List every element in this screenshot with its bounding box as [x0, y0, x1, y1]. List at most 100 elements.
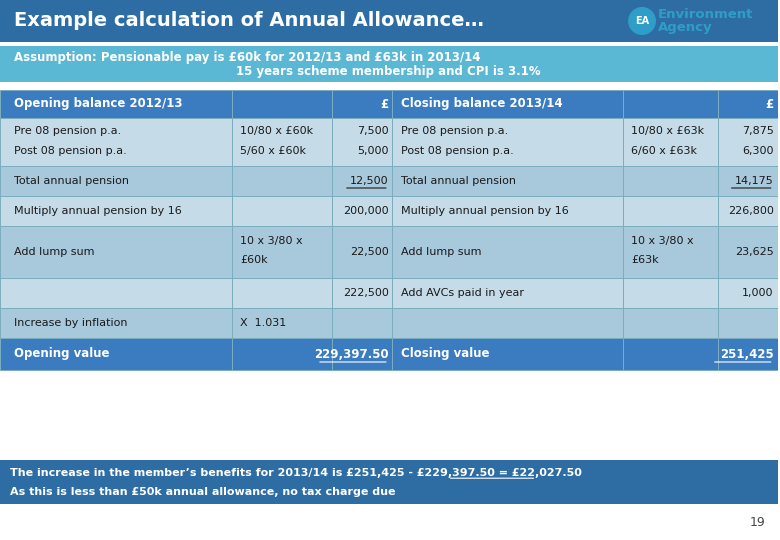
Bar — [392, 90, 623, 118]
Text: 6/60 x £63k: 6/60 x £63k — [631, 146, 697, 156]
Text: 22,500: 22,500 — [350, 247, 388, 257]
Text: The increase in the member’s benefits for 2013/14 is £251,425 - £229,397.50 = £2: The increase in the member’s benefits fo… — [10, 468, 582, 478]
Text: Closing balance 2013/14: Closing balance 2013/14 — [401, 98, 562, 111]
Bar — [232, 166, 332, 196]
Text: Pre 08 pension p.a.: Pre 08 pension p.a. — [14, 126, 121, 137]
Bar — [232, 338, 332, 370]
Bar — [0, 278, 232, 308]
Text: Add lump sum: Add lump sum — [401, 247, 481, 257]
Text: Total annual pension: Total annual pension — [401, 176, 516, 186]
Text: 15 years scheme membership and CPI is 3.1%: 15 years scheme membership and CPI is 3.… — [236, 65, 541, 78]
Text: X  1.031: X 1.031 — [240, 318, 286, 328]
Bar — [392, 196, 623, 226]
Text: 5/60 x £60k: 5/60 x £60k — [240, 146, 307, 156]
Text: 14,175: 14,175 — [735, 176, 774, 186]
Text: 12,500: 12,500 — [350, 176, 388, 186]
Bar — [232, 196, 332, 226]
Text: 10 x 3/80 x: 10 x 3/80 x — [631, 235, 693, 246]
Bar — [623, 166, 718, 196]
Bar — [718, 338, 778, 370]
Bar — [0, 460, 778, 504]
Bar — [623, 226, 718, 278]
Text: £60k: £60k — [240, 255, 268, 265]
Bar — [0, 46, 778, 82]
Text: 10/80 x £63k: 10/80 x £63k — [631, 126, 704, 137]
Bar — [0, 196, 232, 226]
Bar — [623, 338, 718, 370]
Bar — [332, 196, 392, 226]
Bar — [718, 278, 778, 308]
Text: As this is less than £50k annual allowance, no tax charge due: As this is less than £50k annual allowan… — [10, 487, 395, 497]
Text: Environment: Environment — [658, 9, 753, 22]
Bar — [332, 118, 392, 166]
Text: £63k: £63k — [631, 255, 658, 265]
Text: Opening value: Opening value — [14, 348, 109, 361]
Text: 200,000: 200,000 — [343, 206, 388, 216]
Text: EA: EA — [635, 16, 649, 26]
Text: Multiply annual pension by 16: Multiply annual pension by 16 — [14, 206, 182, 216]
Text: 229,397.50: 229,397.50 — [314, 348, 388, 361]
Text: Agency: Agency — [658, 21, 713, 33]
Bar — [392, 166, 623, 196]
Bar — [0, 118, 232, 166]
Bar — [392, 308, 623, 338]
Bar — [0, 338, 232, 370]
Bar — [332, 90, 392, 118]
Bar — [332, 166, 392, 196]
Text: Total annual pension: Total annual pension — [14, 176, 129, 186]
Bar — [392, 278, 623, 308]
Bar — [232, 308, 332, 338]
Text: 1,000: 1,000 — [742, 288, 774, 298]
Bar — [718, 118, 778, 166]
Bar — [392, 118, 623, 166]
Bar — [718, 196, 778, 226]
Text: 19: 19 — [750, 516, 765, 529]
Bar — [623, 90, 718, 118]
Text: 5,000: 5,000 — [357, 146, 388, 156]
Bar — [623, 196, 718, 226]
Bar — [392, 226, 623, 278]
Bar — [332, 226, 392, 278]
Text: Example calculation of Annual Allowance…: Example calculation of Annual Allowance… — [14, 11, 484, 30]
Bar — [332, 278, 392, 308]
Text: 10 x 3/80 x: 10 x 3/80 x — [240, 235, 303, 246]
Text: Assumption: Pensionable pay is £60k for 2012/13 and £63k in 2013/14: Assumption: Pensionable pay is £60k for … — [14, 51, 480, 64]
Bar — [718, 166, 778, 196]
Text: Increase by inflation: Increase by inflation — [14, 318, 127, 328]
Bar — [0, 166, 232, 196]
Text: 23,625: 23,625 — [735, 247, 774, 257]
Text: Add AVCs paid in year: Add AVCs paid in year — [401, 288, 524, 298]
Bar — [718, 308, 778, 338]
Bar — [232, 226, 332, 278]
Text: £: £ — [381, 98, 388, 111]
Bar — [623, 308, 718, 338]
Text: Pre 08 pension p.a.: Pre 08 pension p.a. — [401, 126, 508, 137]
Text: Closing value: Closing value — [401, 348, 489, 361]
Text: 7,500: 7,500 — [357, 126, 388, 137]
Bar — [332, 308, 392, 338]
Bar — [232, 90, 332, 118]
Bar — [392, 338, 623, 370]
Text: 7,875: 7,875 — [742, 126, 774, 137]
Text: 222,500: 222,500 — [343, 288, 388, 298]
Bar — [332, 338, 392, 370]
Bar — [0, 226, 232, 278]
Bar — [623, 278, 718, 308]
Text: 251,425: 251,425 — [720, 348, 774, 361]
Text: Post 08 pension p.a.: Post 08 pension p.a. — [14, 146, 126, 156]
Text: 6,300: 6,300 — [742, 146, 774, 156]
Bar — [232, 278, 332, 308]
Circle shape — [628, 7, 656, 35]
Bar — [0, 0, 778, 42]
Text: Add lump sum: Add lump sum — [14, 247, 94, 257]
Text: £: £ — [765, 98, 774, 111]
Text: Multiply annual pension by 16: Multiply annual pension by 16 — [401, 206, 569, 216]
Text: 226,800: 226,800 — [728, 206, 774, 216]
Text: Post 08 pension p.a.: Post 08 pension p.a. — [401, 146, 513, 156]
Bar — [718, 90, 778, 118]
Bar — [232, 118, 332, 166]
Bar — [0, 90, 232, 118]
Text: 10/80 x £60k: 10/80 x £60k — [240, 126, 314, 137]
Bar — [623, 118, 718, 166]
Text: Opening balance 2012/13: Opening balance 2012/13 — [14, 98, 183, 111]
